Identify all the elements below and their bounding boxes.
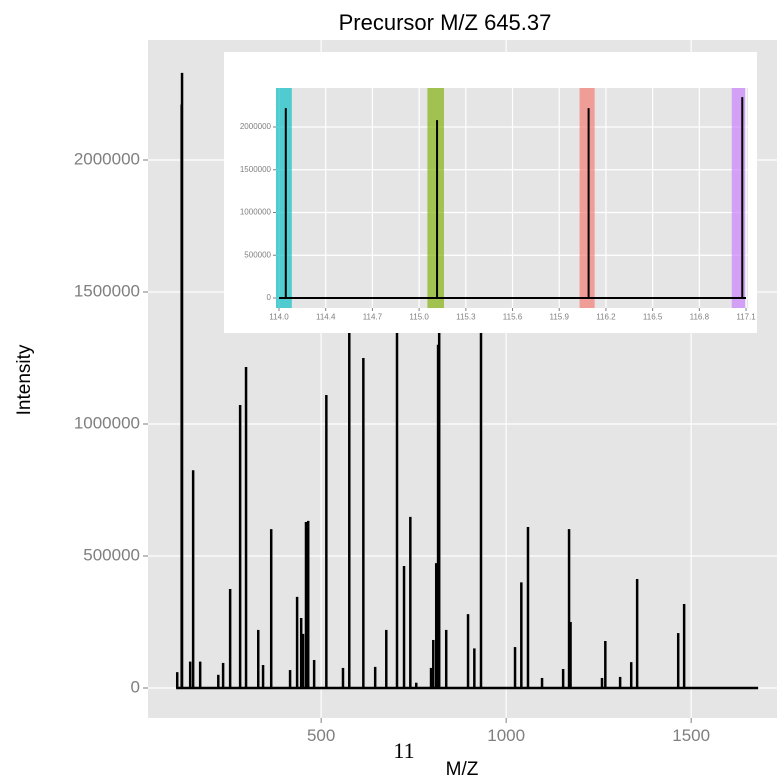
x-axis-label: M/Z — [446, 759, 479, 780]
y-tick-label: 500000 — [83, 545, 140, 564]
x-tick-label: 114.0 — [269, 313, 289, 322]
y-tick-label: 2000000 — [74, 149, 140, 168]
y-tick-label: 1500000 — [74, 281, 140, 300]
x-tick-label: 500 — [307, 726, 335, 745]
x-tick-label: 1500 — [672, 726, 710, 745]
x-tick-label: 116.8 — [690, 313, 710, 322]
x-tick-label: 114.7 — [363, 313, 383, 322]
x-tick-label: 115.9 — [550, 313, 570, 322]
y-tick-label: 0 — [267, 293, 272, 302]
chart-title: Precursor M/Z 645.37 — [339, 10, 552, 35]
x-tick-label: 114.4 — [316, 313, 336, 322]
y-axis-label: Intensity — [14, 344, 35, 415]
y-tick-label: 1500000 — [240, 165, 272, 174]
x-tick-label: 117.1 — [736, 313, 756, 322]
x-tick-label: 1000 — [487, 726, 525, 745]
y-tick-label: 2000000 — [240, 122, 272, 131]
reporter-region — [427, 88, 444, 308]
reporter-region — [276, 88, 292, 308]
y-tick-label: 0 — [131, 677, 140, 696]
y-tick-label: 1000000 — [74, 413, 140, 432]
x-tick-label: 116.2 — [596, 313, 616, 322]
y-tick-label: 500000 — [244, 250, 271, 259]
reporter-region — [579, 88, 595, 308]
page-number: 11 — [393, 738, 414, 763]
x-tick-label: 115.6 — [503, 313, 523, 322]
x-tick-label: 115.0 — [409, 313, 429, 322]
x-tick-label: 116.5 — [643, 313, 663, 322]
x-tick-label: 115.3 — [456, 313, 476, 322]
y-tick-label: 1000000 — [240, 208, 272, 217]
